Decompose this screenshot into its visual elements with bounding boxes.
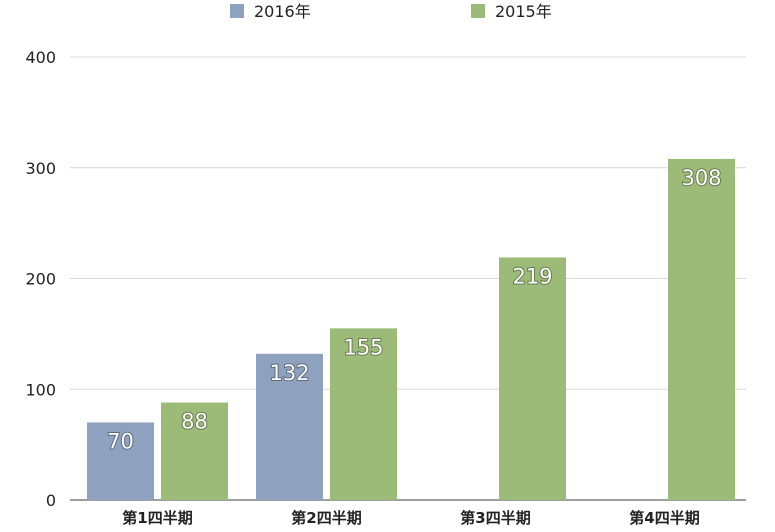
x-tick-label: 第2四半期 [291, 509, 361, 527]
x-tick-label: 第4四半期 [629, 509, 699, 527]
data-label: 88 [181, 410, 208, 434]
y-tick-label: 200 [25, 270, 56, 289]
y-tick-label: 400 [25, 48, 56, 67]
x-tick-label: 第1四半期 [122, 509, 192, 527]
bar [256, 353, 323, 500]
bar [499, 257, 566, 500]
legend-swatch [471, 4, 485, 18]
x-tick-label: 第3四半期 [460, 509, 530, 527]
data-label: 155 [343, 335, 383, 359]
legend: 2016年 2015年 [230, 2, 552, 21]
data-label: 70 [107, 429, 134, 453]
bar [161, 402, 228, 500]
bars-layer [87, 158, 735, 500]
legend-swatch [230, 4, 244, 18]
y-tick-label: 300 [25, 159, 56, 178]
data-label: 132 [269, 361, 309, 385]
bar [330, 328, 397, 500]
data-label: 308 [681, 166, 721, 190]
legend-label: 2016年 [254, 2, 311, 21]
y-tick-label: 100 [25, 380, 56, 399]
data-label: 219 [512, 264, 552, 288]
labels-layer: 0 100 200 300 400 70 88 第1四半期 132 155 第2四半期 219 第3四半… [25, 48, 722, 527]
bar [87, 422, 154, 500]
y-tick-label: 0 [46, 491, 56, 510]
bar [668, 158, 735, 500]
legend-label: 2015年 [495, 2, 552, 21]
